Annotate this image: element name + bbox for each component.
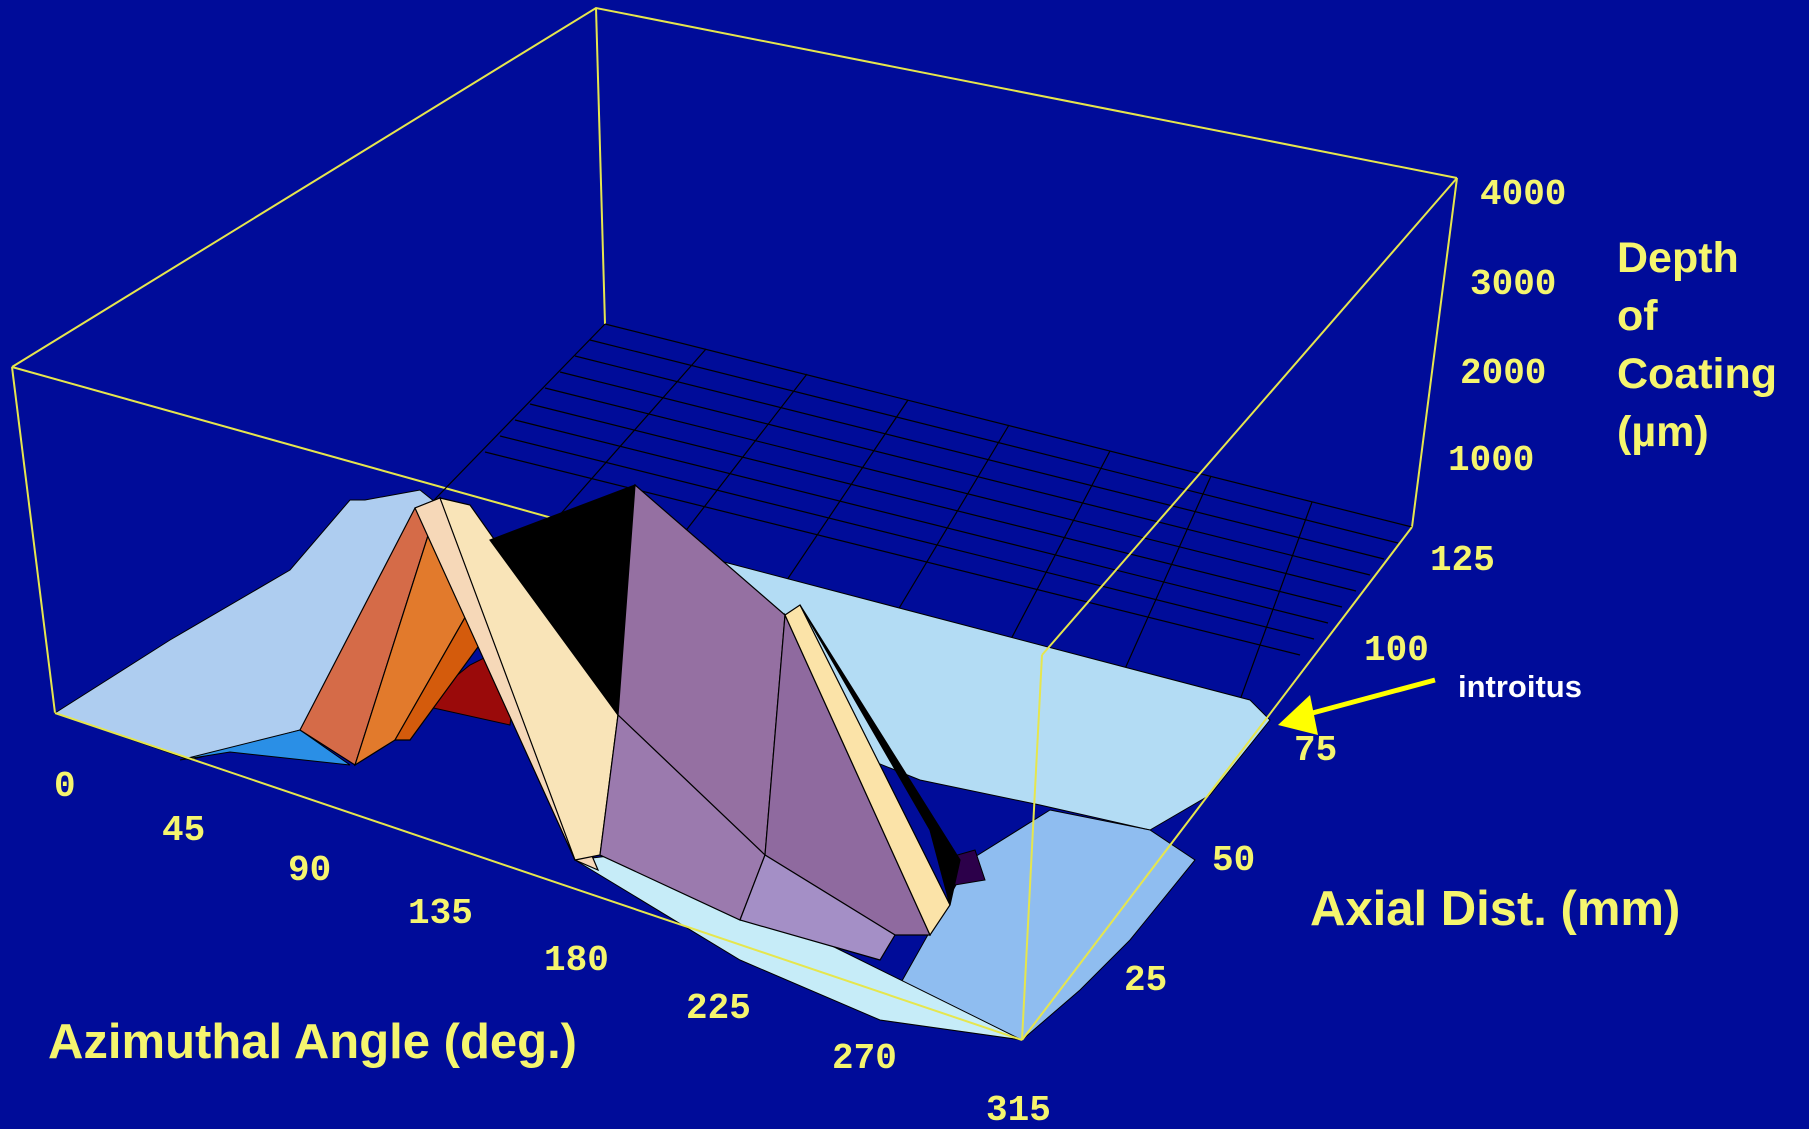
y-tick-label: 50 (1212, 840, 1255, 881)
x-axis-title: Azimuthal Angle (deg.) (48, 1015, 577, 1069)
floor-grid-line (1119, 475, 1212, 681)
introitus-label: introitus (1458, 669, 1582, 704)
x-axis-ticks: 0 45 90 135 180 225 270 315 (54, 766, 1051, 1129)
x-tick-label: 315 (986, 1090, 1051, 1129)
z-tick-label: 4000 (1480, 174, 1566, 215)
z-tick-label: 3000 (1470, 264, 1556, 305)
y-axis-title: Axial Dist. (mm) (1310, 882, 1680, 936)
peak-purple-base (739, 854, 896, 961)
introitus-arrow-shaft (1304, 677, 1436, 718)
y-axis-ticks: 25 50 75 100 125 (1124, 540, 1495, 1001)
x-tick-label: 270 (832, 1038, 897, 1079)
y-tick-label: 100 (1364, 630, 1429, 671)
frame-back-vertical-left (11, 366, 56, 714)
z-tick-label: 2000 (1460, 353, 1546, 394)
x-tick-label: 45 (162, 810, 205, 851)
floor-grid-line (1239, 501, 1313, 701)
x-tick-label: 90 (288, 850, 331, 891)
frame-back-top (11, 6, 1458, 368)
frame-back-vertical-right (1411, 177, 1458, 528)
z-axis-title-line: of (1617, 292, 1658, 340)
floor-grid-line (879, 424, 1010, 641)
frame-top-right (1041, 177, 1458, 656)
frame-bottom-left (54, 712, 1023, 1041)
z-axis-title-line: Depth (1617, 234, 1739, 282)
z-axis-title-line: Coating (1617, 350, 1777, 398)
floor-grid (404, 323, 1413, 701)
z-axis-ticks: 1000 2000 3000 4000 (1448, 174, 1566, 481)
x-tick-label: 225 (686, 988, 751, 1029)
introitus-annotation: introitus (1278, 669, 1582, 735)
floor-grid-line (484, 451, 1301, 656)
x-tick-label: 0 (54, 766, 76, 807)
coating-peaks (299, 483, 961, 961)
floor-grid-line (544, 387, 1357, 592)
y-tick-label: 125 (1430, 540, 1495, 581)
floor-grid-line (404, 323, 606, 531)
peak-shadow-right (799, 604, 961, 906)
chart-frame-front (54, 177, 1458, 1041)
frame-front-vertical (1021, 654, 1043, 1041)
y-tick-label: 75 (1294, 730, 1337, 771)
floor-grid-line (999, 450, 1111, 661)
z-axis-title: Depth of Coating (µm) (1617, 234, 1777, 456)
y-tick-label: 25 (1124, 960, 1167, 1001)
floor-grid-line (574, 355, 1385, 560)
floor-grid-line (514, 419, 1329, 624)
floor-grid-line (589, 339, 1399, 544)
z-axis-title-line: (µm) (1617, 408, 1709, 456)
floor-grid-line (529, 403, 1343, 608)
introitus-arrow-head (1278, 695, 1318, 735)
z-tick-label: 1000 (1448, 440, 1534, 481)
floor-grid-line (499, 435, 1315, 640)
frame-bottom-right (1021, 526, 1413, 1041)
floor-grid-line (559, 371, 1371, 576)
x-tick-label: 180 (544, 940, 609, 981)
x-tick-label: 135 (408, 893, 473, 934)
surface-left-shadow (179, 729, 351, 766)
frame-back-vertical-middle (595, 7, 606, 325)
